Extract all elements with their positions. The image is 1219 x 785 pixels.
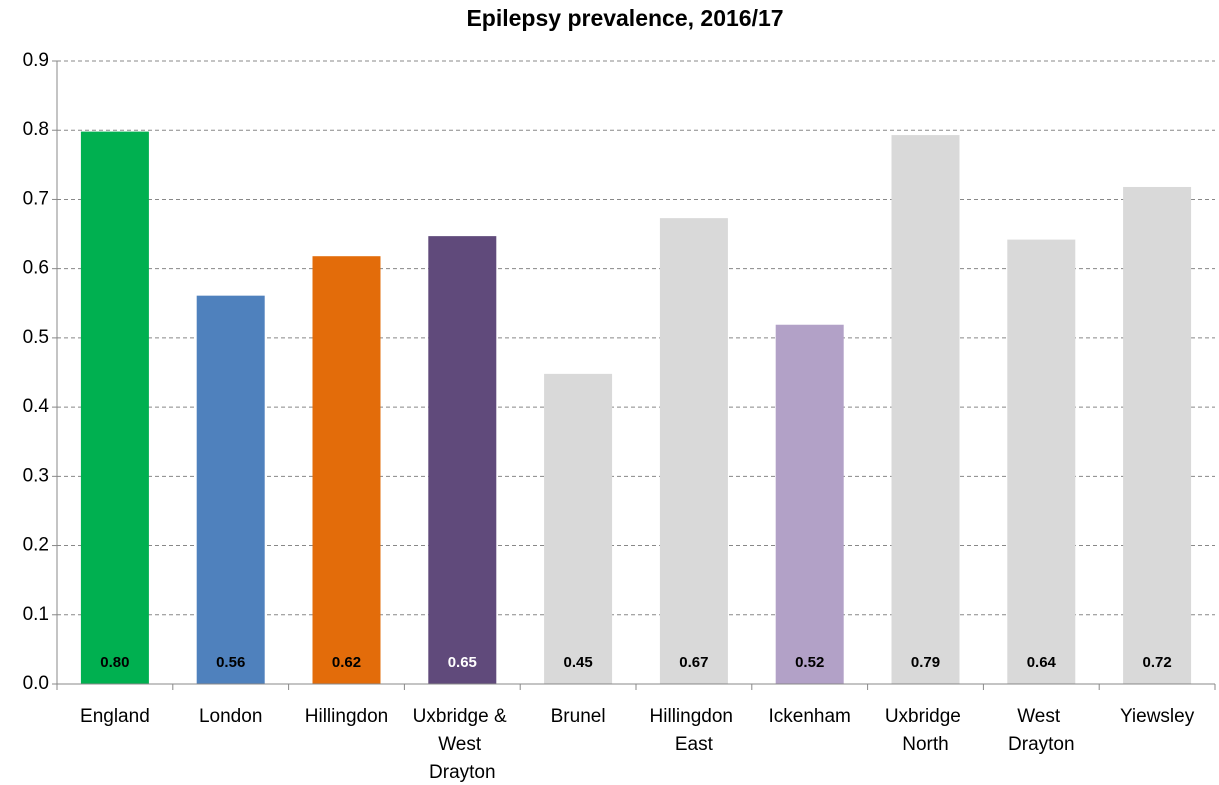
x-tick-label: Uxbridge & West Drayton bbox=[413, 706, 512, 783]
x-tick-label: Hillingdon bbox=[305, 706, 388, 727]
bar bbox=[196, 295, 265, 684]
bar bbox=[428, 236, 497, 685]
x-tick-label: Brunel bbox=[551, 706, 606, 727]
y-tick-label: 0.7 bbox=[23, 188, 49, 209]
y-tick-label: 0.0 bbox=[23, 673, 49, 694]
bar bbox=[544, 373, 613, 684]
value-label: 0.45 bbox=[563, 654, 592, 671]
y-tick-label: 0.2 bbox=[23, 535, 49, 556]
y-tick-label: 0.1 bbox=[23, 604, 49, 625]
x-tick-label: Yiewsley bbox=[1120, 706, 1195, 727]
bar bbox=[891, 135, 960, 685]
value-label: 0.64 bbox=[1027, 654, 1057, 671]
value-label: 0.79 bbox=[911, 654, 940, 671]
value-label: 0.56 bbox=[216, 654, 245, 671]
y-tick-label: 0.4 bbox=[23, 396, 50, 417]
x-tick-label: Ickenham bbox=[769, 706, 851, 727]
y-tick-label: 0.3 bbox=[23, 465, 49, 486]
chart-title: Epilepsy prevalence, 2016/17 bbox=[466, 5, 783, 31]
value-label: 0.52 bbox=[795, 654, 824, 671]
bar bbox=[312, 256, 381, 684]
y-tick-label: 0.9 bbox=[23, 50, 49, 71]
value-label: 0.72 bbox=[1142, 654, 1171, 671]
y-tick-label: 0.8 bbox=[23, 119, 49, 140]
x-tick-label: England bbox=[80, 706, 150, 727]
x-tick-label: London bbox=[199, 706, 262, 727]
value-label: 0.67 bbox=[679, 654, 708, 671]
value-label: 0.65 bbox=[448, 654, 477, 671]
y-tick-label: 0.5 bbox=[23, 327, 49, 348]
bar bbox=[1007, 239, 1076, 685]
x-tick-label: Uxbridge North bbox=[885, 706, 966, 755]
bar bbox=[659, 218, 728, 684]
bar bbox=[775, 324, 844, 684]
x-tick-label: West Drayton bbox=[1008, 706, 1075, 755]
bar bbox=[80, 131, 149, 684]
x-tick-label: Hillingdon East bbox=[650, 706, 739, 755]
value-label: 0.62 bbox=[332, 654, 361, 671]
y-tick-label: 0.6 bbox=[23, 258, 49, 279]
value-label: 0.80 bbox=[100, 654, 129, 671]
bar bbox=[1123, 186, 1192, 685]
